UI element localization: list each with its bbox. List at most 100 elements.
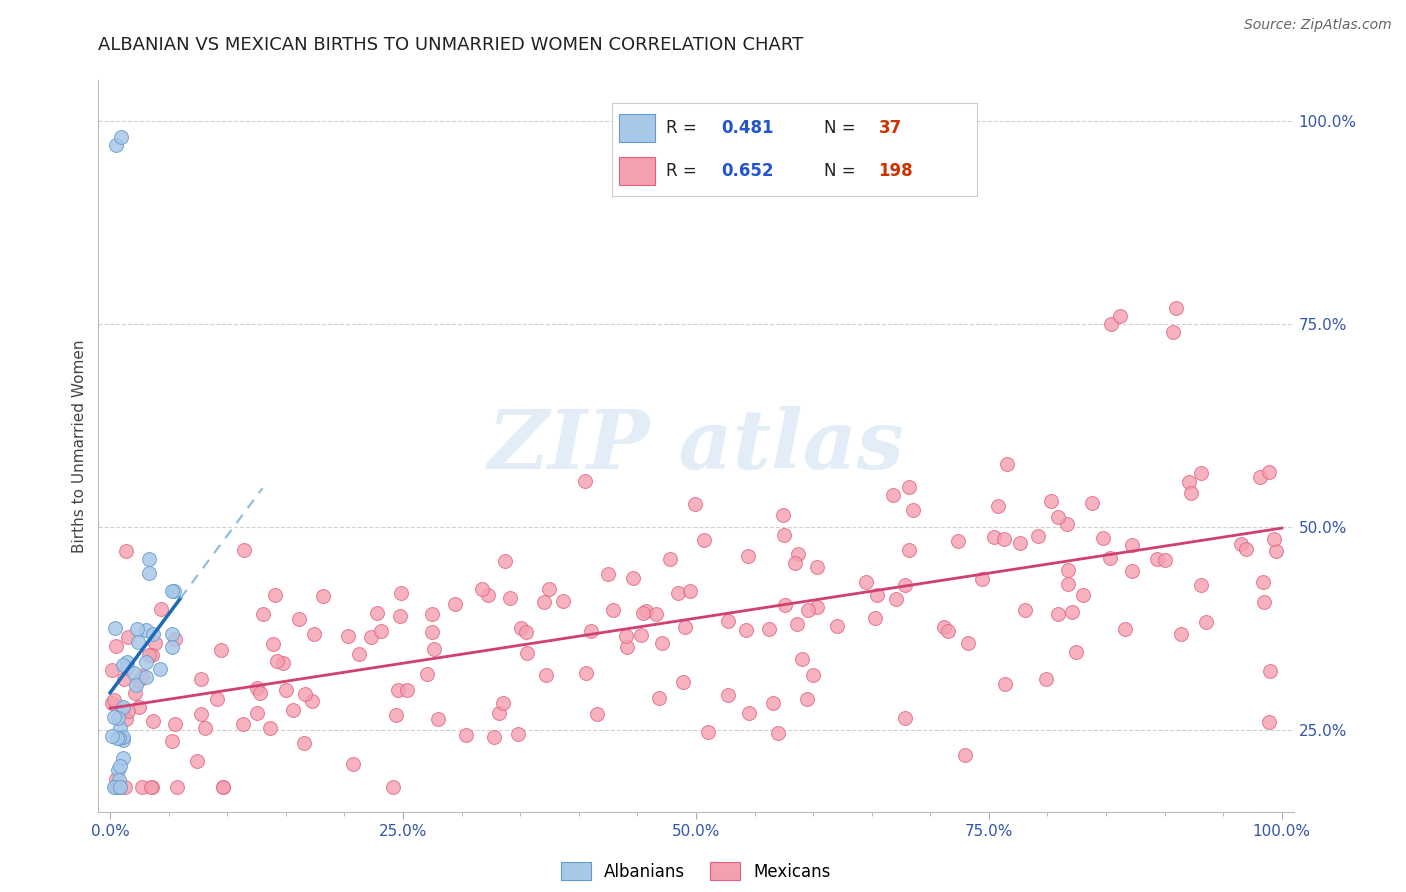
Point [288, 612, 311, 626]
Point [108, 731, 131, 746]
Point [796, 603, 818, 617]
Point [108, 780, 131, 795]
Point [135, 670, 157, 684]
Point [128, 673, 150, 688]
Point [1064, 645, 1087, 659]
Point [499, 591, 522, 605]
Point [426, 713, 449, 727]
Point [932, 620, 955, 634]
Point [1265, 544, 1288, 558]
Point [1080, 496, 1102, 510]
Point [1189, 578, 1212, 592]
Point [395, 682, 418, 697]
Point [124, 686, 146, 700]
Point [246, 681, 269, 695]
Point [111, 730, 134, 744]
Point [716, 689, 738, 703]
Point [651, 636, 673, 650]
Point [103, 780, 125, 795]
Point [107, 772, 129, 787]
Point [645, 607, 668, 622]
Point [758, 622, 780, 636]
Point [232, 716, 254, 731]
Point [1249, 469, 1271, 483]
Point [516, 646, 538, 660]
Point [259, 722, 281, 736]
Point [108, 780, 131, 795]
Point [666, 586, 689, 600]
Point [1099, 317, 1122, 331]
Point [104, 780, 127, 795]
Point [1146, 551, 1168, 566]
Point [806, 600, 828, 615]
Point [1035, 672, 1057, 686]
Point [678, 584, 700, 599]
Text: 198: 198 [879, 162, 912, 180]
Point [264, 588, 287, 602]
Point [621, 570, 644, 584]
Point [1253, 574, 1275, 589]
Point [124, 666, 146, 681]
Text: N =: N = [824, 119, 855, 136]
Point [510, 621, 533, 635]
Point [1026, 529, 1049, 543]
Point [1039, 494, 1062, 508]
Point [772, 508, 794, 522]
Point [972, 572, 994, 586]
Point [105, 731, 128, 745]
Point [586, 707, 609, 722]
Point [602, 602, 624, 616]
Point [1166, 301, 1188, 315]
Point [112, 699, 135, 714]
Point [107, 780, 129, 795]
Point [360, 630, 382, 644]
Point [987, 499, 1010, 513]
Point [454, 728, 477, 742]
Point [209, 643, 232, 657]
Point [163, 632, 186, 646]
Point [149, 602, 172, 616]
Point [1046, 607, 1069, 621]
Point [103, 709, 125, 723]
Point [131, 780, 153, 795]
Point [693, 533, 716, 548]
Point [103, 693, 125, 707]
Point [790, 652, 813, 666]
Point [101, 663, 124, 677]
Point [983, 530, 1005, 544]
Point [884, 592, 907, 607]
Point [138, 566, 160, 580]
Point [114, 780, 136, 795]
Point [190, 707, 212, 722]
Point [294, 687, 316, 701]
Point [135, 656, 157, 670]
Point [672, 675, 695, 690]
Point [271, 656, 294, 670]
Point [370, 624, 392, 638]
Point [149, 662, 172, 676]
Text: R =: R = [666, 119, 697, 136]
Point [772, 528, 794, 542]
Text: Source: ZipAtlas.com: Source: ZipAtlas.com [1244, 18, 1392, 32]
Point [127, 635, 149, 649]
Point [533, 595, 555, 609]
Text: N =: N = [824, 162, 855, 180]
Point [166, 780, 188, 795]
Point [1121, 538, 1143, 552]
Point [515, 624, 537, 639]
Point [252, 607, 274, 621]
Point [1257, 715, 1279, 730]
Point [160, 583, 183, 598]
Point [1154, 553, 1177, 567]
Point [281, 703, 304, 717]
Point [141, 780, 163, 795]
Point [135, 623, 157, 637]
Point [471, 582, 494, 596]
Point [659, 552, 682, 566]
Point [575, 665, 598, 680]
Point [389, 586, 412, 600]
Point [506, 726, 529, 740]
Point [1263, 532, 1285, 546]
Point [423, 642, 446, 657]
Point [827, 619, 849, 633]
